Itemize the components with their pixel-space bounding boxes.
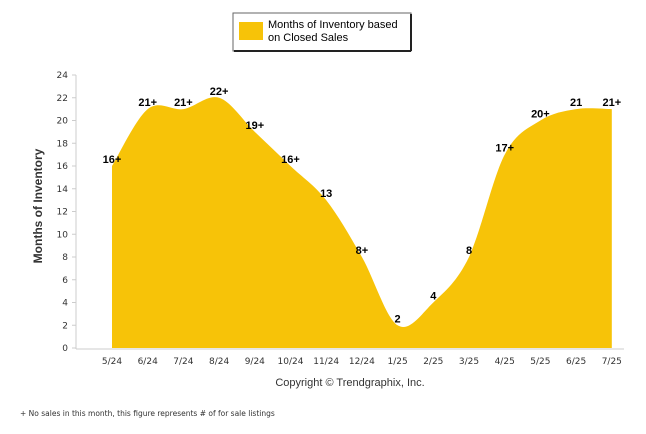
x-tick-label: 3/25 [459,357,479,367]
legend-label-line1: Months of Inventory based [268,19,398,31]
x-tick-label: 5/25 [530,357,550,367]
y-tick-label: 14 [57,185,69,195]
y-tick-label: 22 [57,94,68,104]
data-label: 4 [430,291,437,303]
x-ticks: 5/24 6/24 7/24 8/24 9/24 10/24 11/24 12/24 1/25 2… [102,357,622,367]
data-label: 13 [320,188,332,200]
x-tick-label: 1/25 [387,357,407,367]
data-label: 19+ [245,120,264,132]
inventory-area [112,97,612,348]
legend-swatch [239,22,263,40]
y-tick-label: 8 [62,253,68,263]
x-tick-label: 9/24 [245,357,265,367]
x-tick-label: 7/25 [602,357,622,367]
x-tick-label: 11/24 [313,357,339,367]
legend-label-line2: on Closed Sales [268,32,349,44]
x-tick-label: 4/25 [495,357,515,367]
data-label: 21+ [602,97,621,109]
x-tick-label: 7/24 [173,357,193,367]
area-layer [112,97,612,348]
y-tick-label: 18 [57,139,69,149]
x-tick-label: 12/24 [349,357,375,367]
footnote-text: + No sales in this month, this figure re… [20,409,275,418]
y-tick-label: 4 [62,299,68,309]
y-tick-label: 20 [57,117,69,127]
x-tick-label: 6/24 [138,357,158,367]
y-tick-label: 10 [57,230,69,240]
data-label: 16+ [281,154,300,166]
legend: Months of Inventory based on Closed Sale… [232,12,412,52]
x-tick-label: 2/25 [423,357,443,367]
data-label: 21+ [174,97,193,109]
x-tick-label: 6/25 [566,357,586,367]
data-label: 22+ [210,86,229,98]
data-label: 8+ [356,245,369,257]
data-labels: 16+ 21+ 21+ 22+ 19+ 16+ 13 8+ 2 4 8 17+ 20+ 21 21+ [103,86,621,326]
data-label: 17+ [495,143,514,155]
y-tick-label: 6 [62,276,68,286]
x-tick-label: 5/24 [102,357,122,367]
y-axis-label: Months of Inventory [31,148,45,263]
data-label: 21 [570,97,582,109]
data-label: 8 [466,245,472,257]
data-label: 2 [395,313,401,325]
x-tick-label: 10/24 [278,357,304,367]
copyright-text: Copyright © Trendgraphix, Inc. [275,377,424,389]
data-label: 20+ [531,109,550,121]
y-tick-label: 0 [62,344,68,354]
y-tick-label: 24 [57,71,69,81]
data-label: 21+ [138,97,157,109]
y-tick-label: 16 [57,162,69,172]
y-tick-label: 12 [57,208,68,218]
data-label: 16+ [103,154,122,166]
x-tick-label: 8/24 [209,357,229,367]
y-tick-label: 2 [62,321,68,331]
